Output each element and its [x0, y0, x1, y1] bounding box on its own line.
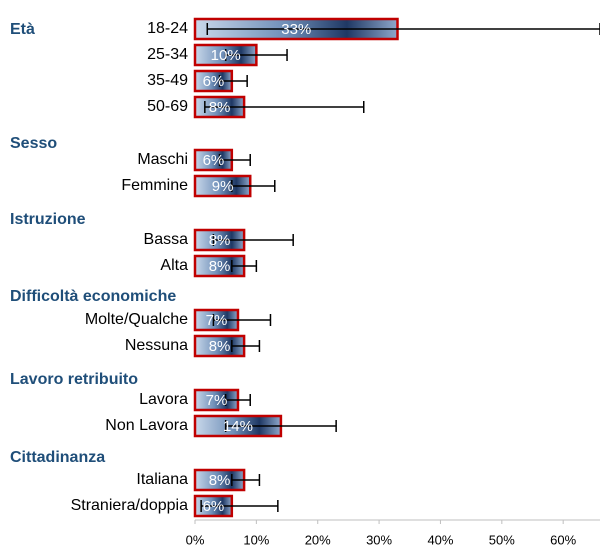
x-tick-label: 50% — [489, 532, 515, 547]
x-tick-label: 10% — [243, 532, 269, 547]
value-label: 6% — [203, 152, 225, 169]
value-label: 7% — [206, 312, 228, 329]
value-label: 6% — [203, 73, 225, 90]
category-label: Lavora — [139, 391, 188, 408]
category-label: 35-49 — [147, 72, 188, 89]
category-label: Non Lavora — [105, 417, 188, 434]
group-title: Età — [10, 21, 35, 38]
x-tick-label: 0% — [186, 532, 205, 547]
group-title: Istruzione — [10, 211, 86, 228]
category-label: Nessuna — [125, 337, 188, 354]
category-label: Bassa — [144, 231, 189, 248]
value-label: 14% — [223, 418, 253, 435]
value-label: 8% — [209, 472, 231, 489]
category-label: Maschi — [137, 151, 188, 168]
value-label: 10% — [211, 47, 241, 64]
x-tick-label: 20% — [305, 532, 331, 547]
category-label: Alta — [160, 257, 188, 274]
value-label: 6% — [203, 498, 225, 515]
category-label: Molte/Qualche — [85, 311, 188, 328]
value-label: 7% — [206, 392, 228, 409]
value-label: 8% — [209, 338, 231, 355]
x-tick-label: 30% — [366, 532, 392, 547]
category-label: 50-69 — [147, 98, 188, 115]
category-label: Italiana — [136, 471, 188, 488]
category-label: 18-24 — [147, 20, 188, 37]
value-label: 8% — [209, 99, 231, 116]
value-label: 9% — [212, 178, 234, 195]
group-title: Cittadinanza — [10, 449, 105, 466]
group-title: Difficoltà economiche — [10, 288, 176, 305]
group-title: Sesso — [10, 135, 57, 152]
category-label: Femmine — [121, 177, 188, 194]
value-label: 8% — [209, 258, 231, 275]
x-tick-label: 60% — [550, 532, 576, 547]
category-label: Straniera/doppia — [71, 497, 189, 514]
group-title: Lavoro retribuito — [10, 371, 138, 388]
value-label: 8% — [209, 232, 231, 249]
x-tick-label: 40% — [427, 532, 453, 547]
category-label: 25-34 — [147, 46, 188, 63]
value-label: 33% — [281, 21, 311, 38]
